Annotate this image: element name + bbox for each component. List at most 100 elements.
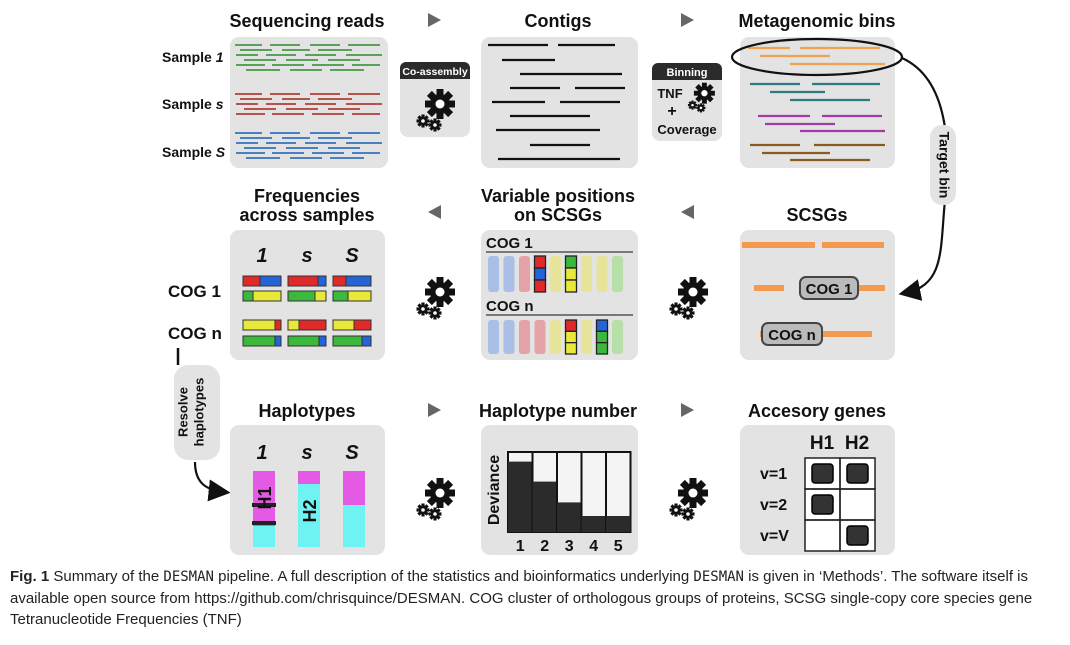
frequency-bar-segment [317,275,327,287]
variable-cog1-label: COG 1 [486,235,533,252]
frequency-bar-segment [298,319,327,331]
haplotype-segment-h1 [253,471,275,526]
resolve-haplotypes-badge: Resolve haplotypes [174,365,220,460]
haplotype-bars [252,471,365,547]
deviance-bar [508,461,533,532]
haplotype-segment-h2 [343,505,365,547]
variable-position-highlight [564,255,578,269]
coverage-label: Coverage [657,122,716,137]
haplo-h1-label: H1 [255,486,275,509]
variable-position-highlight [564,319,578,332]
resolve-label-line2: haplotypes [191,378,206,447]
deviance-bar [606,516,631,532]
frequency-bar-segment [353,319,372,331]
freq-col-1: 1 [256,245,267,267]
contig-lines [488,43,625,161]
deviance-bar [557,502,582,532]
deviance-x-tick: 5 [614,538,623,555]
frequency-bar-segment [242,335,276,347]
scsg-cogn-label: COG n [768,327,816,344]
frequency-bar-segment [332,275,347,287]
frequency-bar-segment [242,290,254,302]
gear-icon [417,277,456,320]
variable-position-column [550,256,561,292]
caption-text-1: Summary of the [53,568,164,585]
variable-position-columns [488,255,623,355]
haplo-col-1: 1 [256,442,267,464]
deviance-x-tick: 2 [540,538,549,555]
coassembly-label: Co-assembly [402,66,468,78]
variable-position-highlight [533,267,547,281]
caption-text-2: pipeline. A full description of the stat… [213,568,694,585]
tnf-label: TNF [657,86,682,101]
accessory-col-h2: H2 [845,433,869,454]
accessory-grid [804,457,876,552]
deviance-bar [581,516,606,532]
gear-icon [670,478,709,521]
gear-icon [670,277,709,320]
sample-label-1: Sample 1 [162,49,224,65]
variable-position-highlight [564,279,578,293]
sample-label-S: Sample S [162,144,226,160]
cogn-side-label: COG n [168,324,222,343]
gear-icon [417,478,456,521]
variable-position-highlight [564,330,578,344]
title-haplotype-number: Haplotype number [479,401,637,421]
cog1-side-label: COG 1 [168,282,221,301]
variable-position-highlight [564,342,578,355]
pipeline-figure: Sequencing reads Contigs Metagenomic bin… [162,11,956,555]
caption-code-1: DESMAN [163,569,214,585]
variable-position-column [612,256,623,292]
variable-position-column [503,320,515,354]
variable-position-column [612,320,623,354]
scsg-cogn-box: COG n [761,322,823,346]
deviance-bar [532,481,557,532]
frequency-bar-segment [287,335,320,347]
title-variable-line1: Variable positions [481,186,635,206]
accessory-row-2: v=2 [760,497,787,514]
frequency-bar-segment [361,335,372,347]
flow-arrow-left [681,205,694,219]
freq-col-s: s [301,245,312,267]
frequency-bar-segment [274,319,282,331]
haplotype-divider [252,521,276,525]
target-bin-badge: Target bin [930,125,956,205]
accessory-row-V: v=V [760,528,789,545]
binning-step: Binning TNF + Coverage [652,63,722,141]
plus-label: + [667,103,676,120]
frequency-bar-segment [287,275,319,287]
freq-col-S: S [345,245,359,267]
panel-metagenomic-bins [740,37,895,168]
deviance-x-tick: 4 [589,538,598,555]
deviance-axis-label: Deviance [486,455,503,525]
frequency-bar-segment [332,290,349,302]
haplotype-segment-h1 [343,471,365,505]
accessory-presence-mark [846,463,869,484]
title-contigs: Contigs [525,11,592,31]
variable-position-highlight [595,330,609,344]
title-haplotypes: Haplotypes [258,401,355,421]
variable-position-column [581,256,592,292]
variable-position-column [550,320,561,354]
variable-position-highlight [595,319,609,332]
figure-caption: Fig. 1 Summary of the DESMAN pipeline. A… [10,566,1062,630]
title-accessory-genes: Accesory genes [748,401,886,421]
sample-labels: Sample 1 Sample s Sample S [162,49,226,160]
binning-label: Binning [667,67,708,79]
accessory-row-1: v=1 [760,466,787,483]
variable-position-highlight [564,267,578,281]
deviance-x-tick: 3 [565,538,574,555]
caption-code-2: DESMAN [693,569,744,585]
title-frequencies-line1: Frequencies [254,186,360,206]
frequency-bar-segment [347,290,372,302]
scsg-cog1-label: COG 1 [806,281,853,298]
variable-position-column [503,256,515,292]
frequency-bar-segment [242,275,261,287]
variable-position-column [534,320,546,354]
read-lines [235,44,382,159]
flow-arrow-right [681,13,694,27]
variable-position-highlight [595,342,609,355]
accessory-presence-mark [811,494,834,515]
variable-position-column [581,320,592,354]
